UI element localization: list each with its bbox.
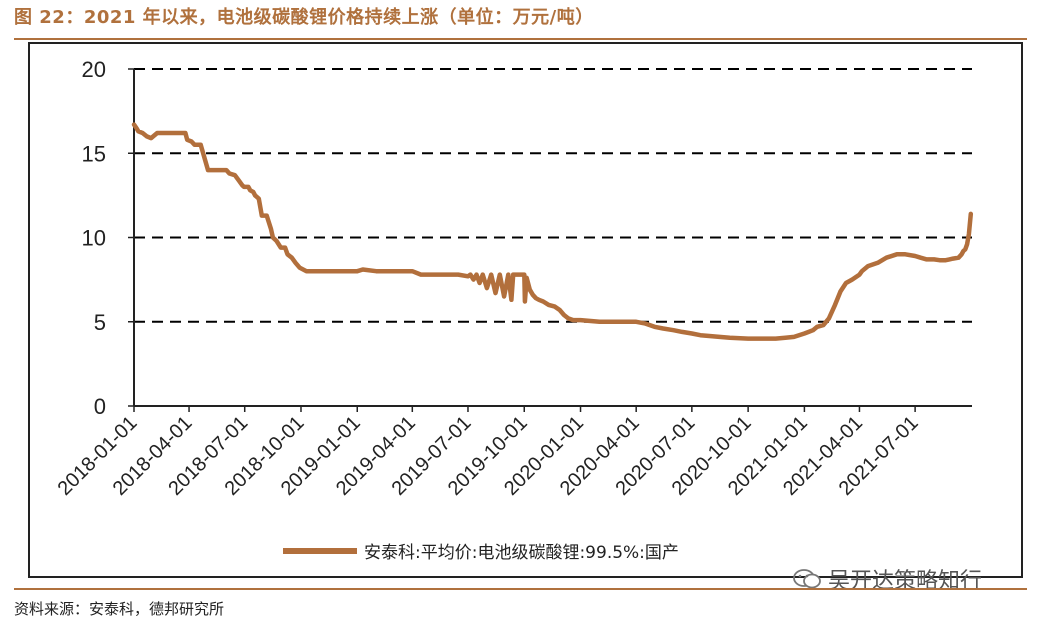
series-line [131,122,974,341]
gridlines [134,68,972,323]
figure-title: 图 22：2021 年以来，电池级碳酸锂价格持续上涨（单位：万元/吨） [14,7,594,28]
wechat-icon [793,569,821,589]
y-tick-label: 15 [82,141,106,166]
chart-frame [28,42,1023,578]
y-tick-label: 10 [82,226,106,251]
source-rule [14,588,1027,590]
y-tick-label: 20 [82,57,106,82]
y-tick-label: 5 [94,310,106,335]
watermark-text: 吴开达策略知行 [828,569,983,594]
series-layer [131,122,974,341]
x-tick-labels: 2018-01-012018-04-012018-07-012018-10-01… [54,412,923,500]
y-tick-labels: 0 5 10 15 20 [82,57,106,419]
legend-label: 安泰科:平均价:电池级碳酸锂:99.5%:国产 [364,543,679,563]
legend: 安泰科:平均价:电池级碳酸锂:99.5%:国产 [283,543,679,563]
source-note: 资料来源：安泰科，德邦研究所 [14,600,225,618]
y-tick-label: 0 [94,394,106,419]
title-rule [14,38,1027,40]
axes [128,68,972,412]
